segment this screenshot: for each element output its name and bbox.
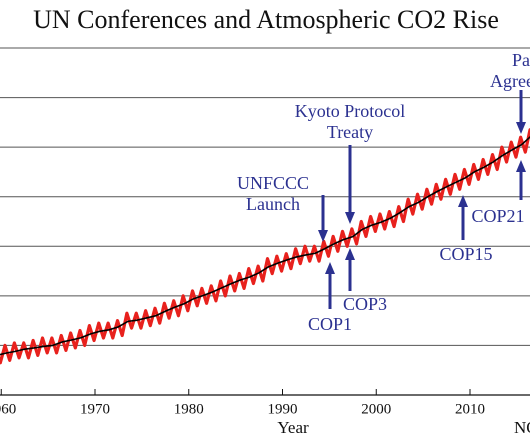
x-tick-label: 1980 (174, 401, 204, 417)
grid (0, 47, 530, 396)
x-tick-label: 2000 (361, 401, 391, 417)
arrow-head (318, 230, 328, 242)
x-tick-label: 2010 (455, 401, 485, 417)
annotation-text: COP15 (439, 244, 492, 264)
arrow-head (345, 248, 355, 260)
annotation-text: COP21 (471, 206, 524, 226)
annotation-text: Kyoto Protocol (295, 101, 406, 121)
annotation-text: Agreement (490, 71, 530, 91)
arrow-head (458, 195, 468, 207)
plot-area (0, 128, 530, 365)
arrow-head (345, 212, 355, 224)
annotation-text: COP3 (343, 294, 387, 314)
annotation-text: Treaty (327, 122, 373, 142)
x-tick-label: 1970 (80, 401, 110, 417)
arrow-head (516, 122, 526, 134)
x-tick-label: 1960 (0, 401, 16, 417)
arrow-head (516, 160, 526, 172)
annotation-text: Launch (246, 194, 300, 214)
data-line (0, 128, 530, 365)
axes: 3003203403603804004204401960197019801990… (0, 389, 530, 417)
chart-title: UN Conferences and Atmospheric CO2 Rise (33, 5, 499, 34)
arrow-head (325, 262, 335, 274)
data-line (0, 136, 530, 356)
source-label: NO (514, 418, 530, 437)
x-tick-label: 1990 (268, 401, 298, 417)
annotation-text: Paris (512, 50, 530, 70)
x-axis-label: Year (277, 418, 309, 437)
annotation-text: COP1 (308, 314, 352, 334)
annotation-text: UNFCCC (237, 173, 309, 193)
